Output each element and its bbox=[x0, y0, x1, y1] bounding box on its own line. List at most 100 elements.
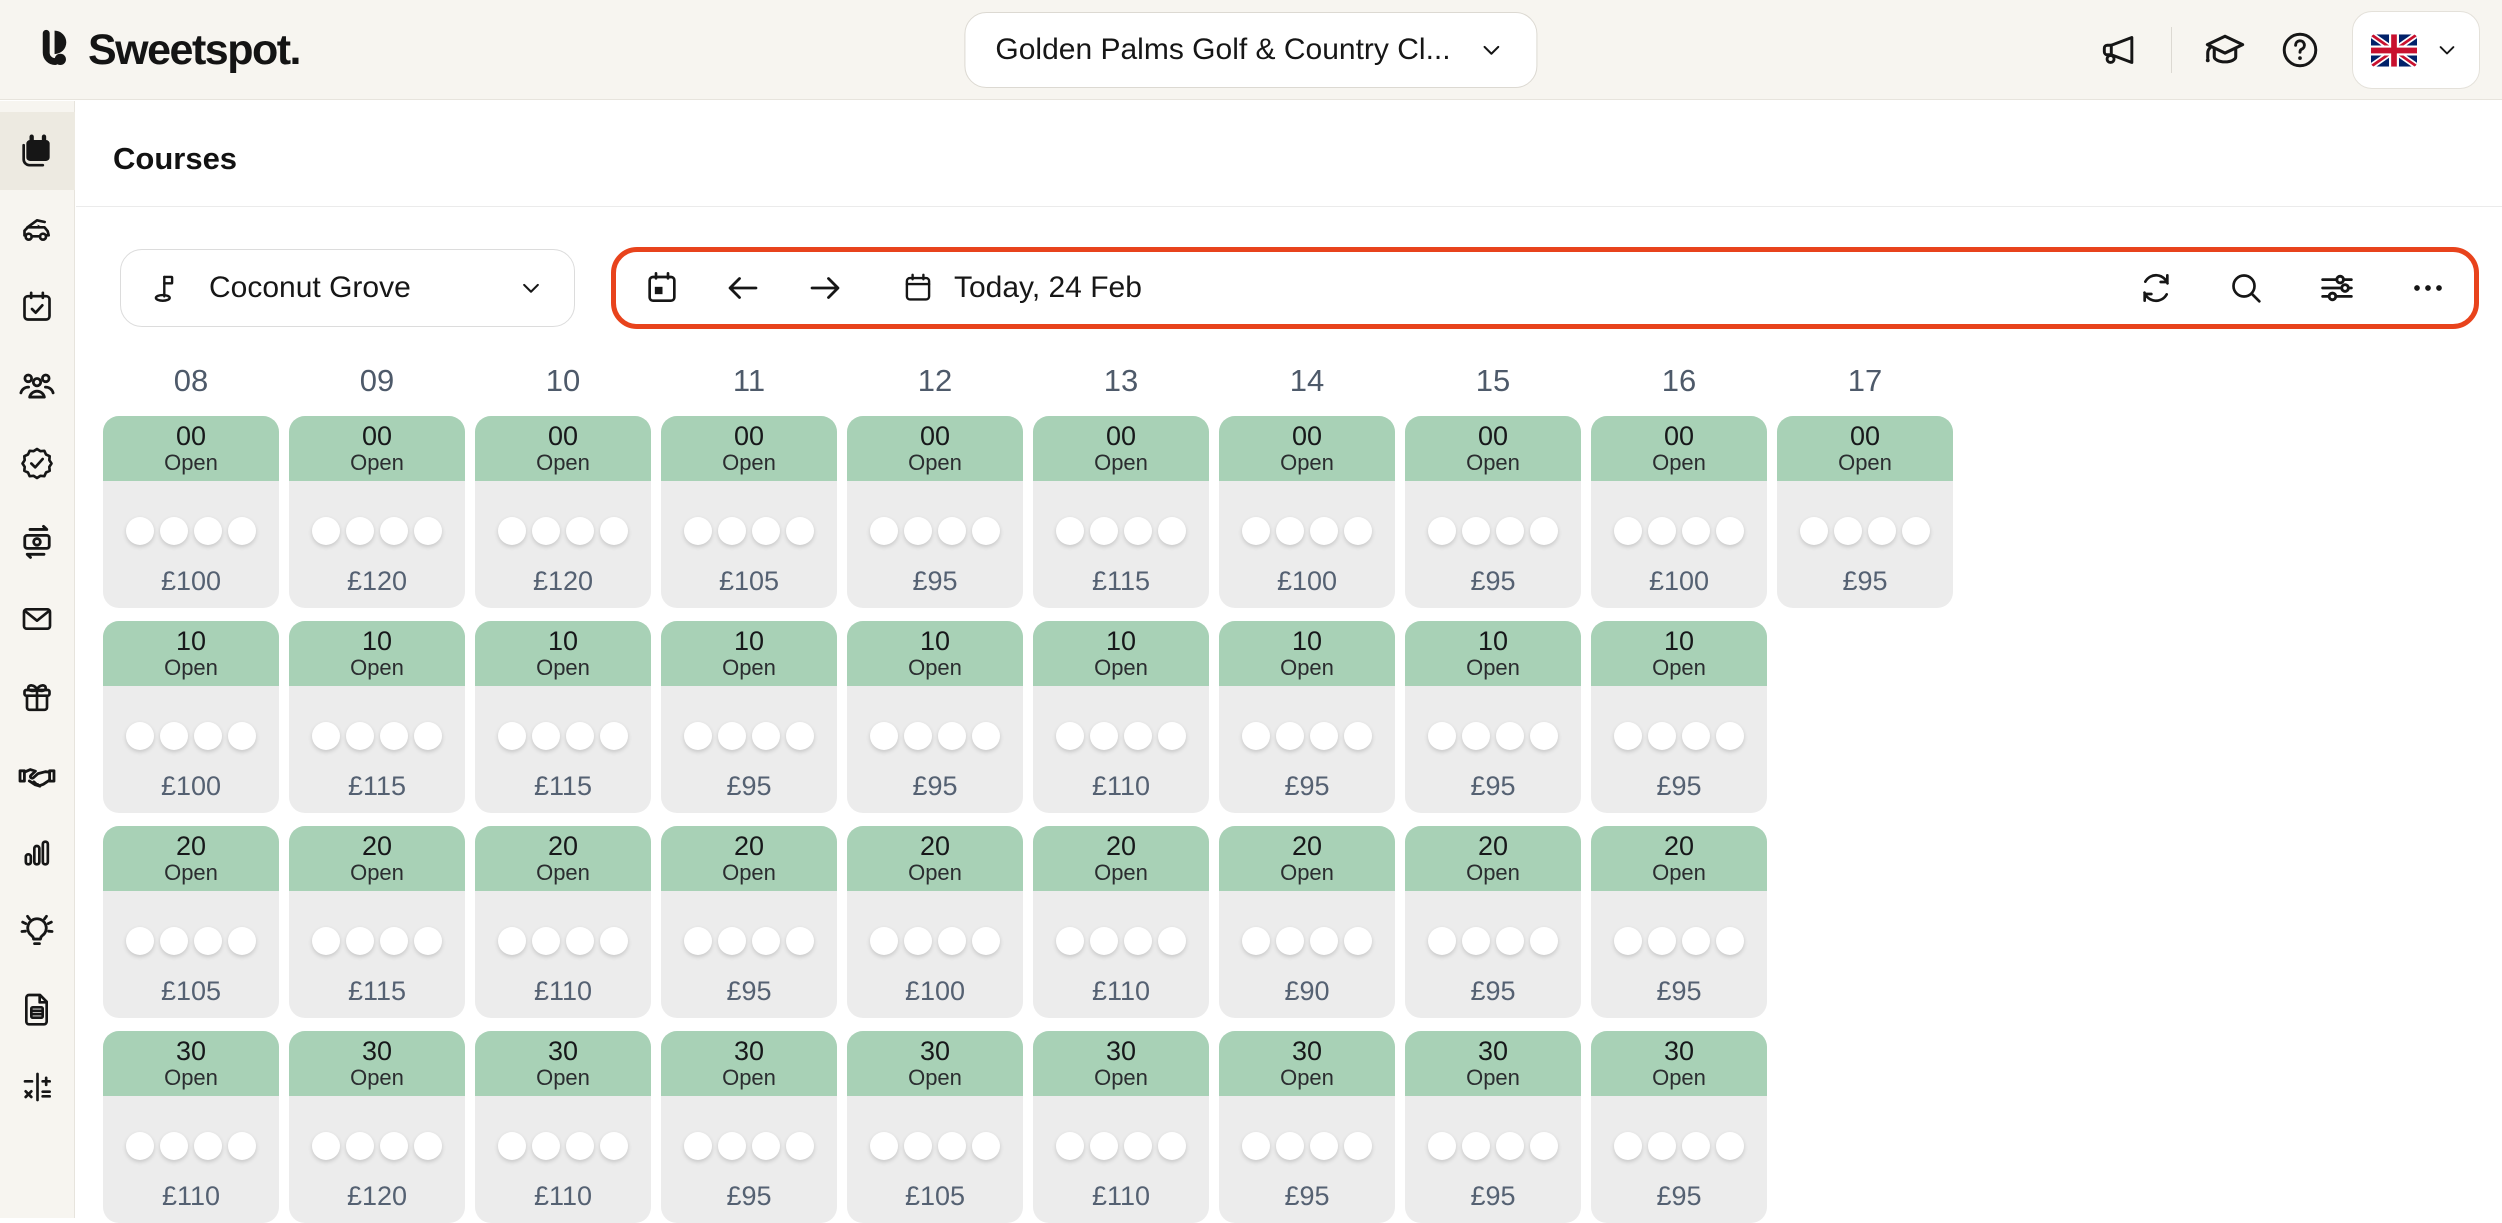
player-slot[interactable] bbox=[498, 927, 526, 955]
sidebar-item-golf-carts[interactable] bbox=[0, 190, 75, 268]
player-slot[interactable] bbox=[1344, 927, 1372, 955]
player-slot[interactable] bbox=[1276, 1132, 1304, 1160]
player-slot[interactable] bbox=[194, 517, 222, 545]
player-slot[interactable] bbox=[1090, 1132, 1118, 1160]
player-slot[interactable] bbox=[972, 1132, 1000, 1160]
player-slot[interactable] bbox=[1158, 722, 1186, 750]
player-slot[interactable] bbox=[1242, 722, 1270, 750]
player-slot[interactable] bbox=[498, 1132, 526, 1160]
player-slot[interactable] bbox=[1716, 517, 1744, 545]
player-slot[interactable] bbox=[1530, 1132, 1558, 1160]
player-slot[interactable] bbox=[566, 1132, 594, 1160]
player-slot[interactable] bbox=[1462, 927, 1490, 955]
player-slot[interactable] bbox=[1344, 722, 1372, 750]
player-slot[interactable] bbox=[1242, 1132, 1270, 1160]
player-slot[interactable] bbox=[1242, 517, 1270, 545]
player-slot[interactable] bbox=[228, 722, 256, 750]
player-slot[interactable] bbox=[498, 517, 526, 545]
player-slot[interactable] bbox=[752, 722, 780, 750]
language-selector[interactable] bbox=[2352, 11, 2480, 89]
player-slot[interactable] bbox=[600, 722, 628, 750]
player-slot[interactable] bbox=[684, 517, 712, 545]
player-slot[interactable] bbox=[1310, 517, 1338, 545]
player-slot[interactable] bbox=[1902, 517, 1930, 545]
player-slot[interactable] bbox=[1428, 1132, 1456, 1160]
club-selector[interactable]: Golden Palms Golf & Country Cl... bbox=[964, 12, 1537, 88]
player-slot[interactable] bbox=[1344, 517, 1372, 545]
player-slot[interactable] bbox=[414, 927, 442, 955]
player-slot[interactable] bbox=[160, 517, 188, 545]
player-slot[interactable] bbox=[380, 1132, 408, 1160]
next-day-button[interactable] bbox=[804, 267, 846, 309]
player-slot[interactable] bbox=[684, 927, 712, 955]
more-options-button[interactable] bbox=[2408, 268, 2448, 308]
player-slot[interactable] bbox=[346, 517, 374, 545]
player-slot[interactable] bbox=[126, 927, 154, 955]
player-slot[interactable] bbox=[1682, 517, 1710, 545]
player-slot[interactable] bbox=[414, 517, 442, 545]
player-slot[interactable] bbox=[1716, 722, 1744, 750]
calendar-today-button[interactable] bbox=[642, 268, 682, 308]
player-slot[interactable] bbox=[1716, 1132, 1744, 1160]
player-slot[interactable] bbox=[1496, 1132, 1524, 1160]
player-slot[interactable] bbox=[786, 1132, 814, 1160]
sidebar-item-players[interactable] bbox=[0, 346, 75, 424]
player-slot[interactable] bbox=[194, 1132, 222, 1160]
player-slot[interactable] bbox=[1056, 722, 1084, 750]
player-slot[interactable] bbox=[1530, 517, 1558, 545]
player-slot[interactable] bbox=[1614, 722, 1642, 750]
player-slot[interactable] bbox=[1158, 517, 1186, 545]
player-slot[interactable] bbox=[904, 722, 932, 750]
player-slot[interactable] bbox=[1530, 722, 1558, 750]
player-slot[interactable] bbox=[870, 722, 898, 750]
player-slot[interactable] bbox=[718, 927, 746, 955]
player-slot[interactable] bbox=[160, 927, 188, 955]
player-slot[interactable] bbox=[312, 722, 340, 750]
player-slot[interactable] bbox=[1614, 517, 1642, 545]
player-slot[interactable] bbox=[1056, 517, 1084, 545]
player-slot[interactable] bbox=[972, 722, 1000, 750]
player-slot[interactable] bbox=[972, 927, 1000, 955]
player-slot[interactable] bbox=[1124, 1132, 1152, 1160]
player-slot[interactable] bbox=[228, 927, 256, 955]
player-slot[interactable] bbox=[904, 1132, 932, 1160]
player-slot[interactable] bbox=[1496, 722, 1524, 750]
player-slot[interactable] bbox=[1648, 517, 1676, 545]
player-slot[interactable] bbox=[1310, 927, 1338, 955]
player-slot[interactable] bbox=[532, 927, 560, 955]
player-slot[interactable] bbox=[1834, 517, 1862, 545]
player-slot[interactable] bbox=[752, 517, 780, 545]
player-slot[interactable] bbox=[1682, 722, 1710, 750]
player-slot[interactable] bbox=[1124, 722, 1152, 750]
help-button[interactable] bbox=[2278, 28, 2322, 72]
player-slot[interactable] bbox=[380, 517, 408, 545]
player-slot[interactable] bbox=[1462, 1132, 1490, 1160]
player-slot[interactable] bbox=[194, 722, 222, 750]
player-slot[interactable] bbox=[126, 517, 154, 545]
player-slot[interactable] bbox=[312, 517, 340, 545]
player-slot[interactable] bbox=[1682, 927, 1710, 955]
player-slot[interactable] bbox=[600, 1132, 628, 1160]
player-slot[interactable] bbox=[1496, 517, 1524, 545]
player-slot[interactable] bbox=[380, 927, 408, 955]
player-slot[interactable] bbox=[126, 1132, 154, 1160]
player-slot[interactable] bbox=[1344, 1132, 1372, 1160]
refresh-button[interactable] bbox=[2136, 268, 2176, 308]
player-slot[interactable] bbox=[1648, 927, 1676, 955]
player-slot[interactable] bbox=[938, 517, 966, 545]
player-slot[interactable] bbox=[1242, 927, 1270, 955]
